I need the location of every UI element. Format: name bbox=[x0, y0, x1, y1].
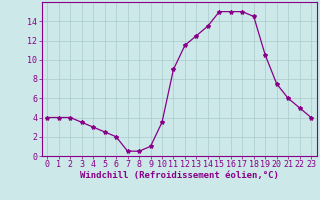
X-axis label: Windchill (Refroidissement éolien,°C): Windchill (Refroidissement éolien,°C) bbox=[80, 171, 279, 180]
